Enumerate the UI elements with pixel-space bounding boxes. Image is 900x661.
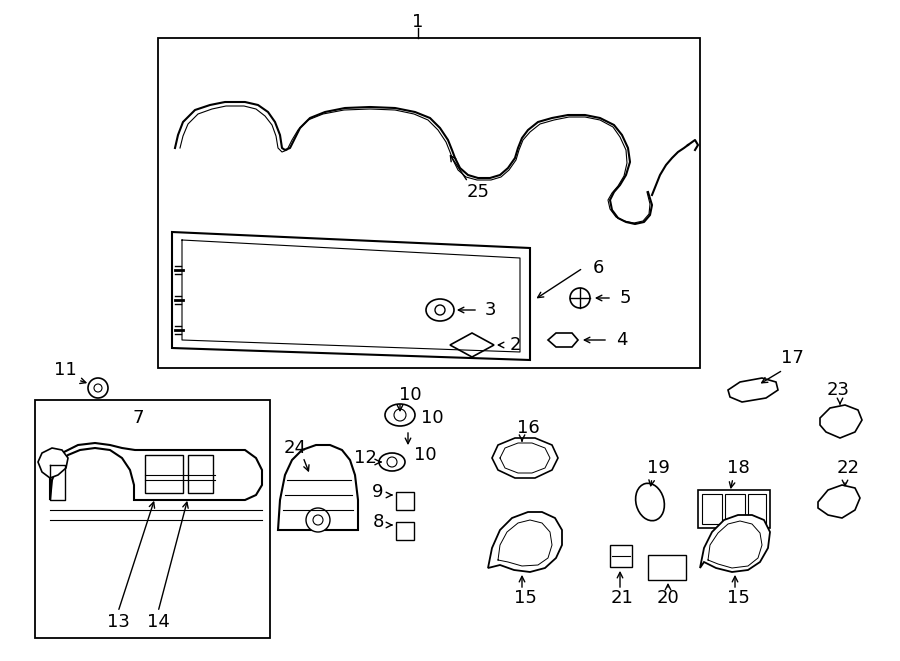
Bar	[702, 494, 722, 524]
Polygon shape	[172, 232, 530, 360]
Circle shape	[313, 515, 323, 525]
Text: 10: 10	[414, 446, 436, 464]
Circle shape	[88, 378, 108, 398]
Polygon shape	[728, 378, 778, 402]
Text: 15: 15	[726, 589, 750, 607]
Bar	[35, 400, 270, 638]
Bar	[188, 455, 213, 493]
Bar	[698, 490, 770, 528]
Text: 10: 10	[399, 386, 421, 404]
Text: 9: 9	[373, 483, 383, 501]
Polygon shape	[700, 515, 770, 572]
Text: 19: 19	[646, 459, 670, 477]
Polygon shape	[488, 512, 562, 572]
Circle shape	[394, 409, 406, 421]
Text: 21: 21	[610, 589, 634, 607]
Bar	[748, 494, 766, 524]
Ellipse shape	[379, 453, 405, 471]
Bar	[145, 455, 183, 493]
Text: 25: 25	[466, 183, 490, 201]
Text: 14: 14	[147, 613, 169, 631]
Polygon shape	[450, 333, 494, 357]
Text: 10: 10	[420, 409, 444, 427]
Polygon shape	[278, 445, 358, 530]
Ellipse shape	[426, 299, 454, 321]
Text: 22: 22	[836, 459, 860, 477]
Text: 1: 1	[412, 13, 424, 31]
Bar	[396, 522, 414, 540]
Circle shape	[94, 384, 102, 392]
Text: 24: 24	[284, 439, 307, 457]
Polygon shape	[38, 448, 68, 478]
Circle shape	[435, 305, 445, 315]
Text: 3: 3	[484, 301, 496, 319]
Polygon shape	[492, 438, 558, 478]
Bar	[648, 555, 686, 580]
Bar	[725, 494, 745, 524]
Text: 13: 13	[106, 613, 130, 631]
Text: 16: 16	[517, 419, 539, 437]
Text: 15: 15	[514, 589, 536, 607]
Circle shape	[570, 288, 590, 308]
Text: 4: 4	[616, 331, 628, 349]
Text: 11: 11	[54, 361, 76, 379]
Polygon shape	[820, 405, 862, 438]
Bar	[610, 545, 632, 567]
Text: 18: 18	[726, 459, 750, 477]
Circle shape	[306, 508, 330, 532]
Text: 7: 7	[132, 409, 144, 427]
Text: 2: 2	[509, 336, 521, 354]
Text: 8: 8	[373, 513, 383, 531]
Bar	[396, 492, 414, 510]
Ellipse shape	[635, 483, 664, 521]
Bar	[158, 38, 700, 368]
Polygon shape	[818, 485, 860, 518]
Ellipse shape	[385, 404, 415, 426]
Text: 17: 17	[780, 349, 804, 367]
Text: 23: 23	[826, 381, 850, 399]
Circle shape	[387, 457, 397, 467]
Text: 12: 12	[354, 449, 376, 467]
Text: 5: 5	[619, 289, 631, 307]
Polygon shape	[50, 443, 262, 500]
Text: 6: 6	[592, 259, 604, 277]
Text: 20: 20	[657, 589, 680, 607]
Polygon shape	[548, 333, 578, 347]
